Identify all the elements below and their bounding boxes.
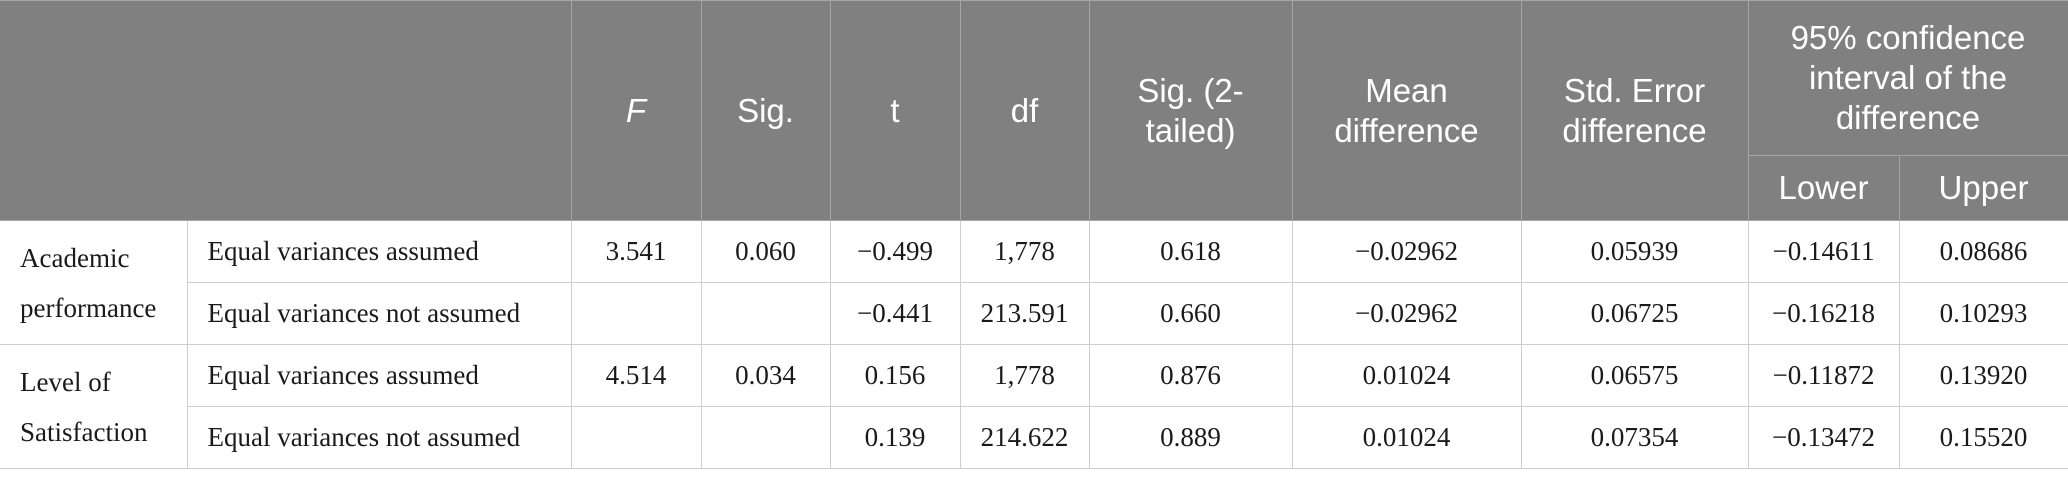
cell-upper: 0.08686 <box>1898 220 2068 283</box>
table-row: Level of Satisfaction Equal variances as… <box>0 344 2068 469</box>
cell-lower: −0.11872 <box>1747 344 1900 407</box>
cell-t: 0.156 <box>829 344 961 407</box>
header-df: df <box>959 0 1090 221</box>
cell-sig <box>700 406 831 469</box>
cell-upper: 0.13920 <box>1898 344 2068 407</box>
group-label-level-of-satisfaction: Level of Satisfaction <box>0 344 188 469</box>
cell-df: 1,778 <box>959 344 1090 407</box>
cell-sig-2-tailed: 0.660 <box>1088 282 1293 345</box>
header-row: F Sig. t df Sig. (2-tailed) Mean differe… <box>0 0 2068 221</box>
cell-mean-difference: 0.01024 <box>1291 406 1522 469</box>
cell-lower: −0.16218 <box>1747 282 1900 345</box>
table-row: Equal variances not assumed 0.139 214.62… <box>0 406 2068 469</box>
cell-f <box>570 406 702 469</box>
cell-lower: −0.13472 <box>1747 406 1900 469</box>
cell-t: −0.441 <box>829 282 961 345</box>
header-f: F <box>570 0 702 221</box>
header-sig-2-tailed: Sig. (2-tailed) <box>1088 0 1293 221</box>
row-label: Equal variances not assumed <box>186 406 572 469</box>
cell-std-error-difference: 0.06575 <box>1520 344 1749 407</box>
cell-mean-difference: −0.02962 <box>1291 282 1522 345</box>
cell-mean-difference: 0.01024 <box>1291 344 1522 407</box>
t-test-results-table: F Sig. t df Sig. (2-tailed) Mean differe… <box>0 0 2068 469</box>
cell-df: 213.591 <box>959 282 1090 345</box>
cell-t: −0.499 <box>829 220 961 283</box>
header-upper: Upper <box>1898 155 2068 221</box>
row-label: Equal variances assumed <box>186 344 572 407</box>
cell-std-error-difference: 0.07354 <box>1520 406 1749 469</box>
cell-std-error-difference: 0.05939 <box>1520 220 1749 283</box>
row-label: Equal variances assumed <box>186 220 572 283</box>
table-row: Equal variances not assumed −0.441 213.5… <box>0 282 2068 345</box>
cell-std-error-difference: 0.06725 <box>1520 282 1749 345</box>
header-confidence-interval: 95% confidence interval of the differenc… <box>1747 0 2068 156</box>
cell-df: 214.622 <box>959 406 1090 469</box>
header-t: t <box>829 0 961 221</box>
cell-lower: −0.14611 <box>1747 220 1900 283</box>
header-mean-difference: Mean difference <box>1291 0 1522 221</box>
header-corner <box>0 0 572 221</box>
row-label: Equal variances not assumed <box>186 282 572 345</box>
cell-sig: 0.060 <box>700 220 831 283</box>
cell-t: 0.139 <box>829 406 961 469</box>
header-lower: Lower <box>1747 155 1900 221</box>
table-row: Academic performance Equal variances ass… <box>0 220 2068 345</box>
cell-f: 3.541 <box>570 220 702 283</box>
cell-upper: 0.10293 <box>1898 282 2068 345</box>
cell-sig <box>700 282 831 345</box>
cell-df: 1,778 <box>959 220 1090 283</box>
cell-upper: 0.15520 <box>1898 406 2068 469</box>
cell-f <box>570 282 702 345</box>
header-std-error-difference: Std. Error difference <box>1520 0 1749 221</box>
cell-sig-2-tailed: 0.876 <box>1088 344 1293 407</box>
cell-sig-2-tailed: 0.618 <box>1088 220 1293 283</box>
header-sig: Sig. <box>700 0 831 221</box>
cell-mean-difference: −0.02962 <box>1291 220 1522 283</box>
cell-sig-2-tailed: 0.889 <box>1088 406 1293 469</box>
cell-f: 4.514 <box>570 344 702 407</box>
header-subrow: Lower Upper <box>0 155 2068 221</box>
group-label-academic-performance: Academic performance <box>0 220 188 345</box>
cell-sig: 0.034 <box>700 344 831 407</box>
